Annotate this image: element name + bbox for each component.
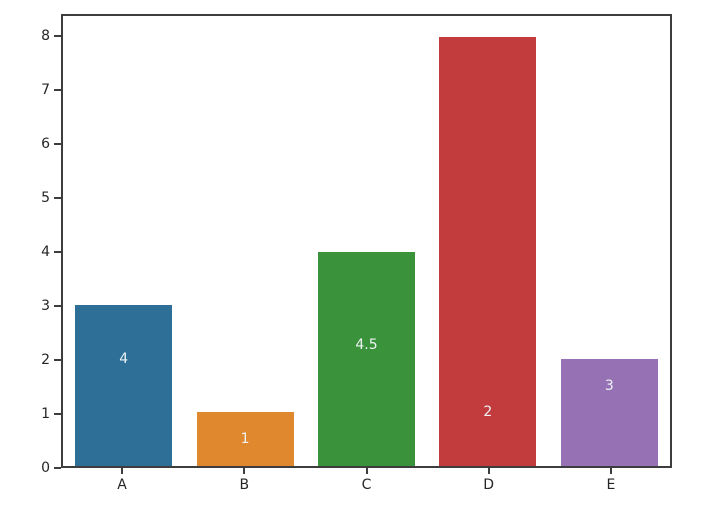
y-tick-mark bbox=[54, 196, 61, 199]
bar-value-label: 4.5 bbox=[355, 337, 378, 354]
bar-value-label: 1 bbox=[240, 431, 250, 448]
y-tick-mark bbox=[54, 34, 61, 37]
x-tick-mark bbox=[487, 468, 490, 474]
y-tick-label: 2 bbox=[41, 351, 50, 368]
y-tick-label: 0 bbox=[41, 460, 50, 476]
y-tick-mark bbox=[54, 358, 61, 361]
x-tick-label-E: E bbox=[606, 477, 616, 493]
x-tick-label-B: B bbox=[239, 477, 250, 493]
bar-value-label: 2 bbox=[483, 404, 493, 421]
y-tick-mark bbox=[54, 412, 61, 415]
x-tick-label-D: D bbox=[483, 477, 495, 493]
bar-D: 2 bbox=[439, 37, 537, 466]
y-tick-label: 7 bbox=[41, 81, 50, 98]
y-tick-label: 1 bbox=[41, 405, 50, 422]
y-tick-label: 5 bbox=[41, 189, 50, 206]
y-tick-mark bbox=[54, 88, 61, 91]
x-tick-mark bbox=[121, 468, 124, 474]
x-tick-label-C: C bbox=[361, 477, 372, 493]
x-tick-mark bbox=[609, 468, 612, 474]
y-tick-mark bbox=[54, 250, 61, 253]
y-tick-label: 3 bbox=[41, 297, 50, 314]
bar-B: 1 bbox=[196, 412, 294, 466]
x-tick-label-A: A bbox=[117, 477, 127, 493]
y-tick-mark bbox=[54, 304, 61, 307]
y-tick-label: 8 bbox=[41, 27, 50, 44]
bar-value-label: 4 bbox=[119, 350, 129, 367]
plot-area: 4 1 4.5 2 3 bbox=[61, 14, 672, 468]
bar-E: 3 bbox=[560, 358, 658, 466]
y-tick-mark bbox=[54, 142, 61, 145]
bar-A: 4 bbox=[75, 305, 173, 466]
y-tick-label: 4 bbox=[41, 243, 50, 260]
x-tick-mark bbox=[243, 468, 246, 474]
bar-value-label: 3 bbox=[604, 377, 614, 394]
y-tick-mark bbox=[54, 467, 61, 469]
x-tick-mark bbox=[365, 468, 368, 474]
bar-C: 4.5 bbox=[317, 251, 416, 466]
y-tick-label: 6 bbox=[41, 135, 50, 152]
